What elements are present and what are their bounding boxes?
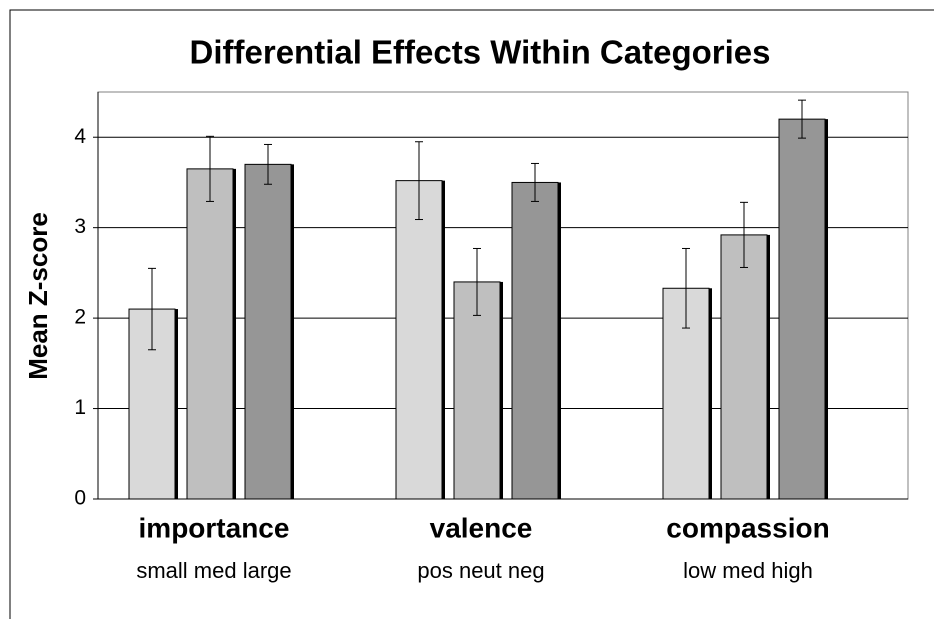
frame [9, 9, 934, 619]
x-sublabel: small med large [136, 558, 291, 583]
error-bar [415, 141, 423, 221]
bar [511, 181, 559, 500]
x-sublabel: pos neut neg [417, 558, 544, 583]
error-bar [531, 162, 539, 202]
y-tick-label: 4 [74, 125, 86, 148]
error-bar [148, 267, 156, 351]
bar [778, 118, 826, 500]
x-tick-label: compassion [666, 512, 829, 543]
bar [186, 168, 234, 500]
x-tick-label: valence [430, 512, 533, 543]
x-sublabel: low med high [683, 558, 813, 583]
y-tick-label: 1 [74, 396, 86, 419]
error-bar [798, 99, 806, 139]
bar [720, 234, 768, 500]
error-bar [206, 135, 214, 202]
error-bar [473, 247, 481, 316]
x-tick-label: importance [139, 512, 290, 543]
bar [395, 180, 443, 500]
y-tick-label: 2 [74, 306, 86, 329]
y-axis-label: Mean Z-score [23, 212, 53, 380]
y-tick-label: 0 [74, 487, 86, 510]
chart-title: Differential Effects Within Categories [190, 34, 771, 71]
error-bar [264, 143, 272, 185]
bar [244, 163, 292, 500]
error-bar [682, 247, 690, 329]
bar [453, 281, 501, 500]
error-bar [740, 201, 748, 268]
y-tick-label: 3 [74, 215, 86, 238]
